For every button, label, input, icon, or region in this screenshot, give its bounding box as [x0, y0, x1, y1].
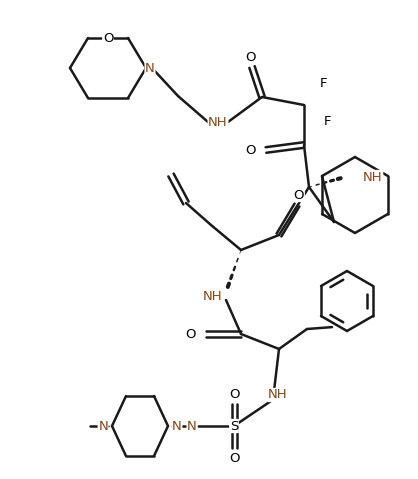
Text: N: N	[98, 420, 108, 433]
Text: O: O	[245, 50, 255, 64]
Text: N: N	[172, 420, 182, 433]
Text: NH: NH	[202, 289, 222, 303]
Text: O: O	[245, 144, 256, 157]
Text: O: O	[186, 328, 196, 341]
Text: N: N	[145, 61, 155, 75]
Text: O: O	[229, 452, 239, 465]
Text: N: N	[187, 420, 197, 433]
Text: NH: NH	[268, 388, 288, 401]
Text: NH: NH	[208, 115, 228, 128]
Text: F: F	[320, 77, 327, 90]
Text: O: O	[103, 32, 113, 45]
Text: O: O	[229, 388, 239, 400]
Text: S: S	[230, 420, 238, 433]
Text: F: F	[324, 114, 331, 127]
Text: O: O	[294, 189, 304, 202]
Text: NH: NH	[363, 171, 382, 183]
